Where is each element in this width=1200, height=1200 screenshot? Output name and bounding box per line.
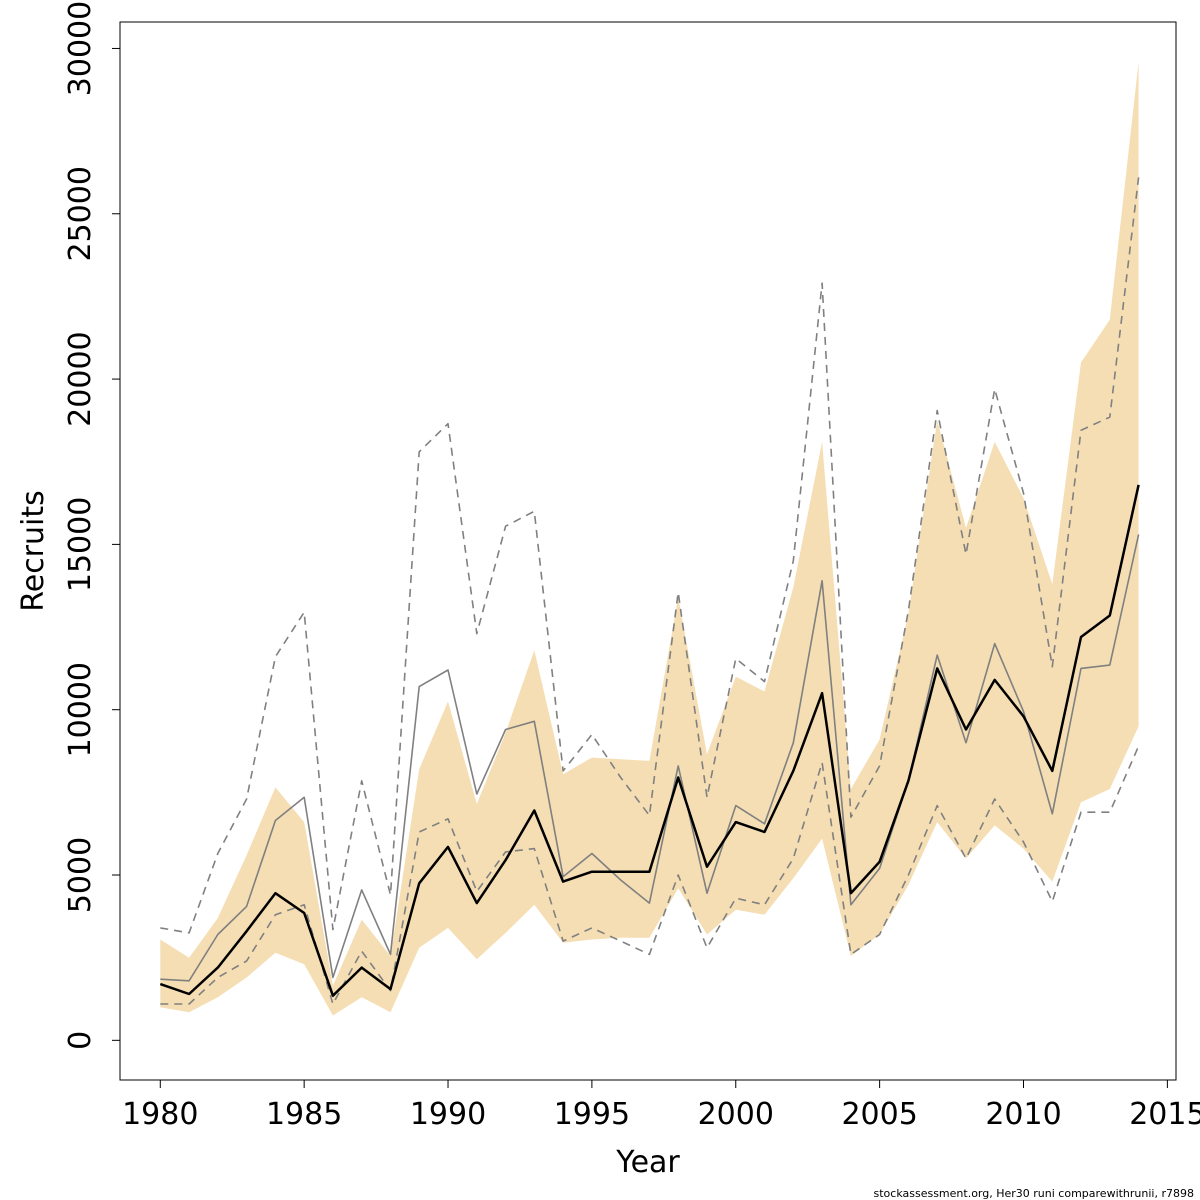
x-tick-label: 2010 (985, 1097, 1061, 1132)
y-axis-title: Recruits (16, 490, 51, 612)
x-tick-label: 2015 (1129, 1097, 1200, 1132)
series-line-1 (159, 484, 1140, 997)
confidence-band (160, 61, 1139, 1016)
y-tick-label: 10000 (63, 662, 98, 757)
x-axis-title: Year (615, 1145, 680, 1180)
y-tick-label: 15000 (63, 497, 98, 592)
axes-layer: 1980 1985 1990 1995 2000 2005 2010 2015 0 5000 100… (63, 1, 1200, 1132)
y-tick-label: 5000 (63, 837, 98, 913)
x-tick-label: 2000 (698, 1097, 774, 1132)
x-tick-label: 1995 (554, 1097, 630, 1132)
x-tick-label: 1980 (122, 1097, 198, 1132)
y-tick-label: 25000 (63, 166, 98, 261)
y-tick-label: 30000 (63, 1, 98, 96)
x-tick-label: 1985 (266, 1097, 342, 1132)
series-line-2 (160, 534, 1140, 982)
y-tick-label: 20000 (63, 331, 98, 426)
confidence-band-layer (160, 61, 1139, 1016)
x-tick-label: 1990 (410, 1097, 486, 1132)
series-layer (159, 177, 1140, 1005)
footer-caption: stockassessment.org, Her30 runi comparew… (874, 1187, 1195, 1200)
x-tick-label: 2005 (841, 1097, 917, 1132)
y-tick-label: 0 (63, 1031, 98, 1050)
